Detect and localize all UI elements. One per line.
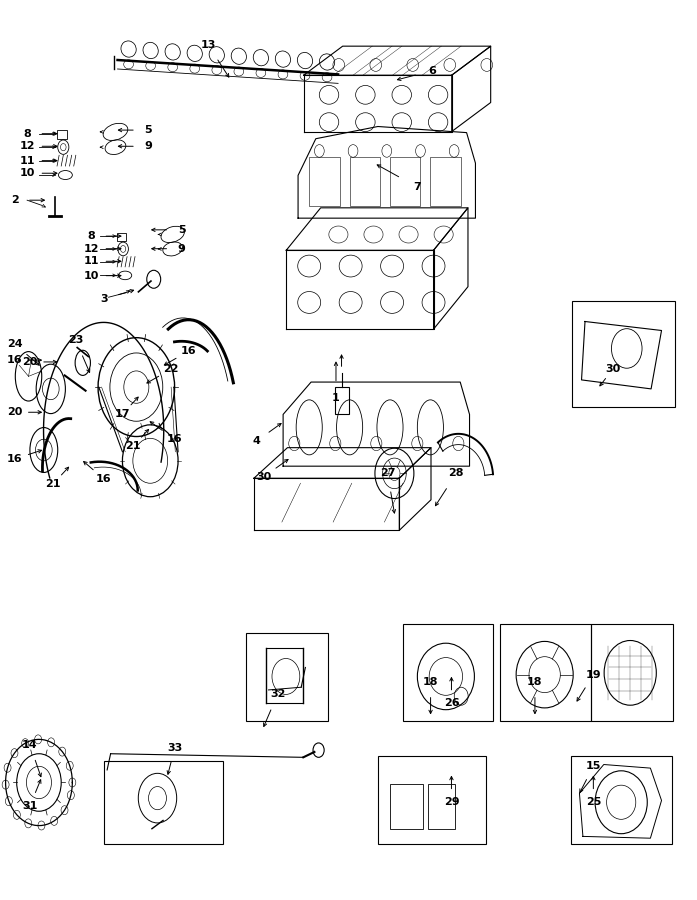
Text: 5: 5	[178, 225, 185, 235]
Bar	[390, 158, 420, 206]
Text: 14: 14	[22, 740, 38, 750]
Bar	[104, 760, 223, 843]
Text: 10: 10	[84, 271, 99, 281]
Text: 16: 16	[7, 356, 22, 365]
Text: 27: 27	[380, 468, 395, 479]
Text: 21: 21	[125, 441, 141, 452]
Text: 26: 26	[443, 698, 459, 708]
Text: 9: 9	[178, 244, 185, 254]
Text: 32: 32	[270, 689, 285, 699]
Text: 16: 16	[95, 473, 112, 484]
Text: 16: 16	[181, 346, 197, 356]
Bar	[117, 233, 126, 241]
Text: 7: 7	[413, 182, 420, 192]
Bar	[590, 625, 673, 722]
Text: 2: 2	[10, 195, 19, 205]
Text: 12: 12	[20, 141, 35, 151]
Text: 20: 20	[22, 357, 38, 367]
Bar	[350, 158, 380, 206]
Text: 18: 18	[423, 677, 438, 687]
Bar	[335, 387, 348, 414]
Bar	[57, 130, 67, 140]
Text: 5: 5	[144, 125, 152, 135]
Text: 24: 24	[7, 339, 22, 349]
Text: 15: 15	[585, 761, 601, 771]
Text: 11: 11	[84, 256, 99, 266]
Bar	[403, 625, 493, 722]
Bar	[309, 158, 340, 206]
Text: 3: 3	[100, 294, 107, 304]
Bar	[390, 784, 423, 829]
Text: 30: 30	[605, 364, 620, 374]
Text: 4: 4	[253, 436, 261, 446]
Text: 13: 13	[200, 40, 215, 50]
Text: 6: 6	[428, 66, 436, 76]
Bar	[378, 755, 486, 843]
Bar	[429, 784, 455, 829]
Text: 31: 31	[22, 801, 38, 811]
Text: 11: 11	[20, 156, 35, 166]
Text: 25: 25	[585, 797, 601, 807]
Text: 9: 9	[144, 141, 152, 151]
Text: 8: 8	[23, 129, 31, 139]
Bar	[571, 755, 672, 843]
Text: 30: 30	[256, 472, 271, 482]
Bar	[500, 625, 590, 722]
Text: 28: 28	[449, 468, 464, 479]
Text: 29: 29	[443, 797, 459, 807]
Bar	[430, 158, 461, 206]
Text: 33: 33	[167, 743, 182, 753]
Text: 18: 18	[527, 677, 543, 687]
Text: 10: 10	[20, 168, 35, 178]
Text: 19: 19	[585, 670, 602, 680]
Text: 1: 1	[332, 393, 340, 403]
Text: 16: 16	[7, 454, 22, 464]
Text: 8: 8	[87, 231, 95, 241]
Bar	[245, 634, 328, 722]
Text: 21: 21	[45, 479, 61, 489]
Bar	[572, 301, 675, 407]
Text: 23: 23	[68, 336, 84, 346]
Text: 16: 16	[167, 434, 183, 445]
Text: 17: 17	[115, 410, 130, 419]
Text: 20: 20	[7, 408, 22, 418]
Text: 12: 12	[84, 244, 99, 254]
Text: 22: 22	[163, 364, 179, 374]
